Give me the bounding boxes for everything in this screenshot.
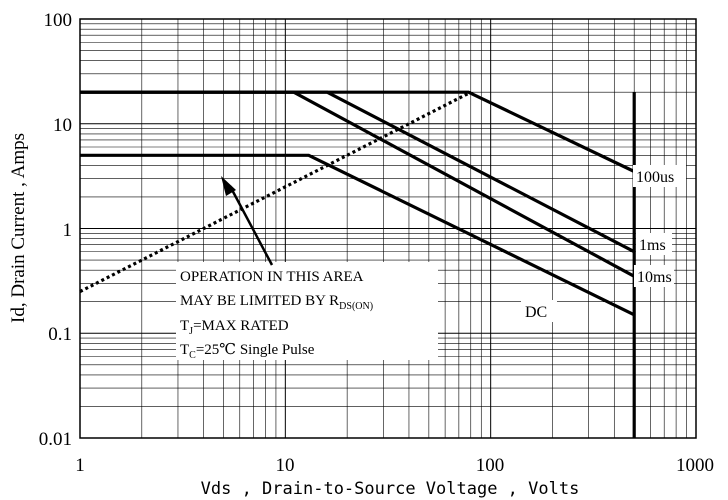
y-axis: 100 10 1 0.1 0.01 Id, Drain Current , Am… bbox=[8, 10, 72, 450]
label-box-10ms bbox=[634, 265, 674, 287]
note-line-2-main: MAY BE LIMITED BY R bbox=[180, 293, 339, 309]
series-line-100us bbox=[80, 90, 635, 173]
note-line-2-sub: DS(ON) bbox=[339, 301, 373, 312]
x-tick-label: 1 bbox=[75, 455, 85, 476]
series-label-dc: DC bbox=[525, 304, 547, 321]
series-line-dc bbox=[80, 153, 635, 317]
series-layer bbox=[79, 90, 636, 438]
label-box-1ms bbox=[636, 233, 672, 255]
x-axis-label: Vds , Drain-to-Source Voltage , Volts bbox=[201, 479, 580, 499]
note-arrow-shaft bbox=[228, 185, 274, 266]
note-line-4-main: T bbox=[180, 342, 189, 358]
y-tick-label: 100 bbox=[44, 10, 73, 31]
note-line-2: MAY BE LIMITED BY RDS(ON) bbox=[180, 293, 373, 312]
note-line-1: OPERATION IN THIS AREA bbox=[180, 269, 364, 285]
y-tick-label: 0.01 bbox=[39, 429, 72, 450]
note-background bbox=[176, 262, 438, 360]
series-line-10ms bbox=[80, 90, 635, 278]
x-axis: 1 10 100 1000 Vds , Drain-to-Source Volt… bbox=[75, 455, 714, 499]
series-label-1ms: 1ms bbox=[639, 237, 666, 254]
note-line-3-rest: =MAX RATED bbox=[193, 318, 289, 334]
y-tick-label: 1 bbox=[63, 220, 73, 241]
series-label-10ms: 10ms bbox=[637, 269, 672, 286]
series-line-r-ds-on-limit bbox=[79, 90, 472, 294]
note-line-4-sub: C bbox=[189, 350, 196, 361]
note-arrow-head bbox=[221, 176, 236, 196]
series-label-100us: 100us bbox=[636, 169, 674, 186]
y-tick-label: 0.1 bbox=[48, 324, 72, 345]
label-box-100us bbox=[633, 165, 686, 187]
label-box-dc bbox=[521, 300, 557, 322]
note-line-4-rest: =25℃ Single Pulse bbox=[196, 342, 315, 358]
x-tick-label: 10 bbox=[276, 455, 295, 476]
series-line-1ms bbox=[80, 90, 635, 254]
x-tick-label: 100 bbox=[476, 455, 505, 476]
y-tick-label: 10 bbox=[53, 115, 72, 136]
grid bbox=[79, 19, 696, 439]
note-line-3-main: T bbox=[180, 318, 189, 334]
note-line-3: TJ=MAX RATED bbox=[180, 318, 289, 337]
x-tick-label: 1000 bbox=[676, 455, 714, 476]
note-line-4: TC=25℃ Single Pulse bbox=[180, 342, 315, 361]
note-line-3-sub: J bbox=[189, 326, 193, 337]
plot-frame bbox=[79, 18, 697, 439]
y-axis-label: Id, Drain Current , Amps bbox=[8, 133, 29, 323]
operation-note: OPERATION IN THIS AREA MAY BE LIMITED BY… bbox=[176, 176, 438, 361]
